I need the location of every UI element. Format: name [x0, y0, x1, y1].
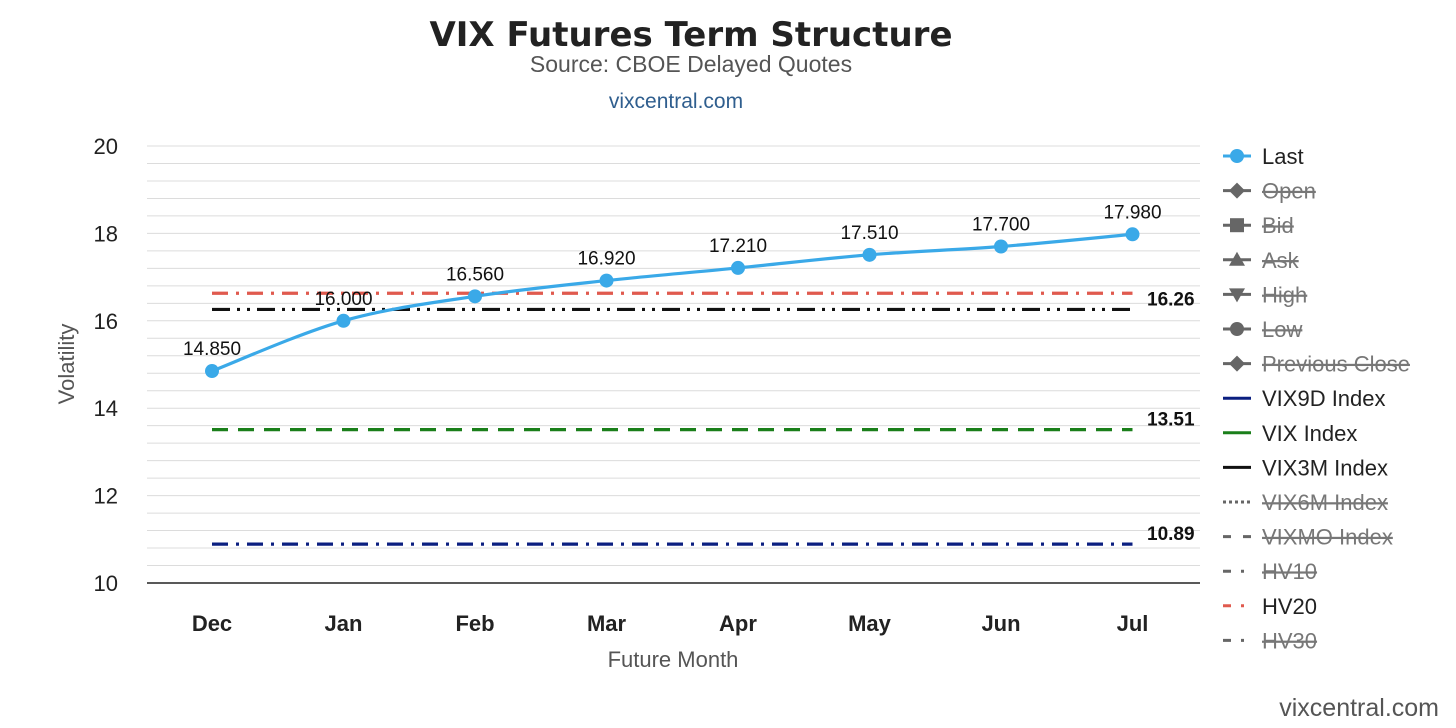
legend-label: VIX Index [1262, 421, 1357, 446]
data-point [468, 289, 482, 304]
legend-label: Last [1262, 144, 1304, 169]
legend-item-vix6m-index[interactable]: VIX6M Index [1223, 490, 1388, 515]
x-tick-label: Mar [587, 611, 627, 636]
legend: Last Open Bid Ask High Low Previous Close VIX9D… [1223, 144, 1410, 653]
watermark: vixcentral.com [1279, 694, 1439, 722]
data-point [205, 364, 219, 379]
data-point [1125, 227, 1140, 242]
legend-label: Open [1262, 179, 1316, 204]
reference-line-label: 16.26 [1147, 289, 1195, 310]
legend-item-open[interactable]: Open [1223, 179, 1316, 204]
data-label: 16.560 [446, 264, 504, 285]
x-tick-label: Jul [1117, 611, 1149, 636]
data-point [336, 313, 351, 328]
y-tick-label: 10 [94, 571, 118, 596]
chart-title: VIX Futures Term Structure [429, 15, 952, 55]
legend-item-hv30[interactable]: HV30 [1223, 628, 1317, 653]
x-tick-label: Jan [325, 611, 363, 636]
data-point [862, 247, 877, 262]
x-axis-ticks: Dec Jan Feb Mar Apr May Jun Jul [192, 611, 1149, 636]
x-tick-label: Feb [455, 611, 494, 636]
data-label: 17.700 [972, 215, 1030, 236]
grid-lines [147, 145, 1200, 584]
y-tick-label: 12 [94, 484, 118, 509]
reference-lines: 10.89 13.51 16.26 [212, 289, 1195, 546]
data-label: 17.980 [1103, 202, 1161, 223]
x-tick-label: Jun [981, 611, 1020, 636]
source-link[interactable]: vixcentral.com [609, 90, 743, 113]
y-tick-label: 18 [94, 221, 118, 246]
legend-item-bid[interactable]: Bid [1223, 213, 1294, 238]
y-tick-label: 20 [94, 134, 118, 159]
data-point [731, 260, 745, 275]
y-axis-ticks: 10 12 14 16 18 20 [94, 134, 118, 596]
y-tick-label: 14 [94, 396, 118, 421]
legend-item-high[interactable]: High [1223, 282, 1307, 307]
legend-item-hv20[interactable]: HV20 [1223, 594, 1317, 619]
legend-marker-square-icon [1230, 218, 1244, 233]
legend-marker-diamond-icon [1229, 182, 1245, 199]
legend-label: Previous Close [1262, 352, 1410, 377]
x-tick-label: Apr [719, 611, 757, 636]
legend-label: VIX6M Index [1262, 490, 1388, 515]
legend-label: High [1262, 282, 1307, 307]
legend-item-ask[interactable]: Ask [1223, 248, 1300, 273]
legend-label: Low [1262, 317, 1302, 342]
legend-label: HV20 [1262, 594, 1317, 619]
legend-label: Ask [1262, 248, 1300, 273]
data-label: 14.850 [183, 339, 241, 360]
y-axis-title: Volatility [54, 324, 79, 405]
reference-line-label: 13.51 [1147, 410, 1195, 431]
data-label: 16.000 [314, 289, 372, 310]
legend-label: HV10 [1262, 559, 1317, 584]
legend-item-vixmo-index[interactable]: VIXMO Index [1223, 525, 1393, 550]
legend-item-previous-close[interactable]: Previous Close [1223, 352, 1410, 377]
series-line [211, 232, 1133, 373]
legend-marker-triangle-icon [1229, 251, 1245, 266]
legend-label: VIX9D Index [1262, 386, 1386, 411]
legend-label: VIX3M Index [1262, 455, 1388, 480]
legend-label: HV30 [1262, 628, 1317, 653]
reference-line-label: 10.89 [1147, 524, 1195, 545]
legend-item-vix9d-index[interactable]: VIX9D Index [1223, 386, 1386, 411]
legend-marker-triangle-down-icon [1229, 288, 1245, 303]
legend-item-low[interactable]: Low [1223, 317, 1302, 342]
x-tick-label: May [848, 611, 892, 636]
series-last: 14.850 16.000 16.560 16.920 17.210 17.510 17.7… [183, 202, 1162, 379]
legend-item-last[interactable]: Last [1223, 144, 1304, 169]
legend-marker-circle-icon [1230, 322, 1244, 336]
x-axis-title: Future Month [608, 647, 739, 672]
y-tick-label: 16 [94, 309, 118, 334]
legend-marker-diamond-icon [1229, 355, 1245, 372]
legend-item-hv10[interactable]: HV10 [1223, 559, 1317, 584]
legend-item-vix3m-index[interactable]: VIX3M Index [1223, 455, 1388, 480]
legend-marker-circle-icon [1230, 149, 1244, 163]
legend-item-vix-index[interactable]: VIX Index [1223, 421, 1357, 446]
legend-label: VIXMO Index [1262, 525, 1393, 550]
data-label: 16.920 [577, 249, 635, 270]
data-label: 17.210 [709, 236, 767, 257]
legend-label: Bid [1262, 213, 1294, 238]
x-tick-label: Dec [192, 611, 232, 636]
data-label: 17.510 [840, 223, 898, 244]
data-point [599, 273, 614, 288]
data-point [994, 239, 1008, 254]
chart-subtitle: Source: CBOE Delayed Quotes [530, 51, 852, 77]
